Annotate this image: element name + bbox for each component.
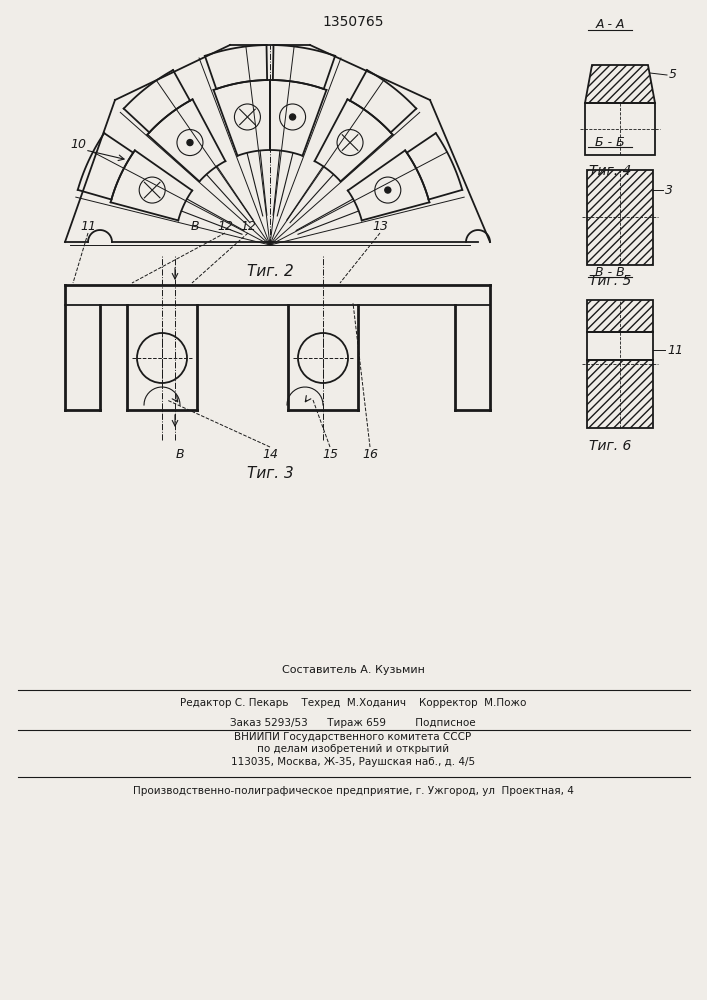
Text: 12: 12 <box>217 221 233 233</box>
Text: по делам изобретений и открытий: по делам изобретений и открытий <box>257 744 449 754</box>
Circle shape <box>187 140 193 146</box>
Bar <box>587 300 653 332</box>
Circle shape <box>385 187 391 193</box>
Text: Производственно-полиграфическое предприятие, г. Ужгород, ул  Проектная, 4: Производственно-полиграфическое предприя… <box>133 786 573 796</box>
Text: Редактор С. Пекарь    Техред  М.Ходанич    Корректор  М.Пожо: Редактор С. Пекарь Техред М.Ходанич Корр… <box>180 698 526 708</box>
Text: В: В <box>191 221 199 233</box>
Text: Τиг. 5: Τиг. 5 <box>589 274 631 288</box>
Text: 11: 11 <box>667 344 683 357</box>
Text: Τиг. 4: Τиг. 4 <box>589 164 631 178</box>
Text: 1350765: 1350765 <box>322 15 384 29</box>
Text: В - В: В - В <box>595 265 625 278</box>
Text: Τиг. 3: Τиг. 3 <box>247 466 293 481</box>
Text: В: В <box>175 448 185 462</box>
Bar <box>587 170 653 265</box>
Text: 15: 15 <box>322 448 338 462</box>
Circle shape <box>290 114 296 120</box>
Text: 12: 12 <box>240 221 256 233</box>
Text: 10: 10 <box>70 138 86 151</box>
Text: 16: 16 <box>362 448 378 462</box>
Bar <box>587 332 653 360</box>
Text: Б - Б: Б - Б <box>595 135 625 148</box>
Text: 5: 5 <box>669 68 677 82</box>
Text: Заказ 5293/53      Тираж 659         Подписное: Заказ 5293/53 Тираж 659 Подписное <box>230 718 476 728</box>
Text: A - A: A - A <box>595 18 625 31</box>
Text: Составитель А. Кузьмин: Составитель А. Кузьмин <box>281 665 424 675</box>
Text: 13: 13 <box>372 221 388 233</box>
Text: ВНИИПИ Государственного комитета СССР: ВНИИПИ Государственного комитета СССР <box>235 732 472 742</box>
Text: 113035, Москва, Ж-35, Раушская наб., д. 4/5: 113035, Москва, Ж-35, Раушская наб., д. … <box>231 757 475 767</box>
Text: 3: 3 <box>665 184 673 196</box>
Text: Τиг. 2: Τиг. 2 <box>247 264 293 279</box>
Text: 11: 11 <box>80 221 96 233</box>
Text: Τиг. 6: Τиг. 6 <box>589 439 631 453</box>
Bar <box>587 360 653 428</box>
Text: 14: 14 <box>262 448 278 462</box>
